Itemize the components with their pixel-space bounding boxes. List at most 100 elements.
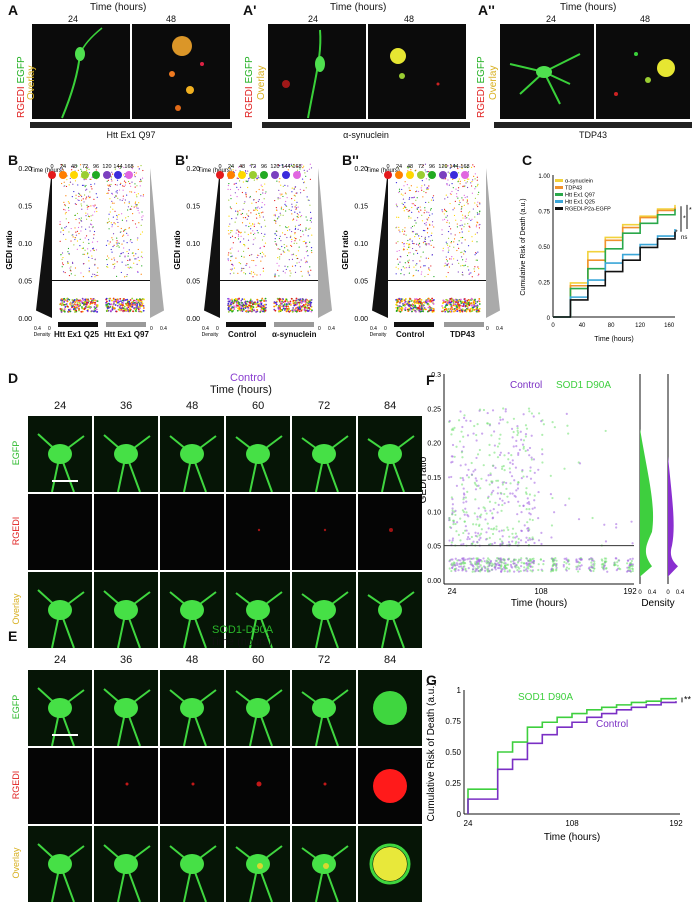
b-dot bbox=[404, 201, 406, 204]
b-dot bbox=[261, 206, 263, 208]
c-legend-swatch bbox=[555, 179, 563, 182]
c-legend-swatch bbox=[555, 193, 563, 196]
f-dot bbox=[462, 565, 465, 568]
b-dot bbox=[243, 202, 245, 205]
b-dot bbox=[87, 213, 89, 215]
time-a-24: 24 bbox=[68, 14, 79, 24]
f-dot bbox=[533, 506, 536, 509]
b-ytick: 0.20 bbox=[354, 166, 368, 173]
f-dot bbox=[481, 432, 484, 435]
f-dot bbox=[460, 430, 463, 433]
b-density-left bbox=[36, 168, 52, 318]
b-dot bbox=[292, 253, 295, 255]
b-dot bbox=[136, 204, 138, 206]
b-dot bbox=[281, 245, 283, 248]
b-dot bbox=[252, 271, 255, 273]
b-dot bbox=[458, 240, 460, 242]
b-dot bbox=[290, 241, 293, 243]
b-dot bbox=[403, 245, 405, 247]
b-dot bbox=[250, 232, 252, 234]
b-dot-low bbox=[263, 300, 266, 303]
f-dot bbox=[511, 492, 514, 495]
f-dot bbox=[532, 561, 535, 564]
b-legend-dot bbox=[461, 171, 469, 179]
f-dot bbox=[562, 563, 565, 567]
b-dot bbox=[279, 212, 281, 214]
b-dot-low bbox=[81, 306, 83, 308]
b-dot bbox=[233, 272, 235, 274]
b-dot-low bbox=[476, 304, 479, 307]
b-dot-low bbox=[142, 307, 145, 309]
b-dot bbox=[448, 225, 450, 228]
b-dot-low bbox=[105, 297, 108, 300]
b-dot bbox=[127, 259, 129, 262]
f-dot bbox=[477, 532, 480, 535]
b-dot bbox=[460, 219, 462, 222]
b-dot bbox=[295, 207, 298, 209]
panel-label-e: E bbox=[8, 628, 18, 644]
b-dot-low bbox=[306, 299, 309, 301]
b-dot-low bbox=[231, 301, 233, 304]
b-dot bbox=[134, 176, 136, 178]
b-legend-time: 48 bbox=[239, 164, 245, 170]
b-dot-low bbox=[142, 305, 145, 307]
b-dot bbox=[95, 208, 97, 210]
b-dot bbox=[426, 218, 428, 220]
b-dot bbox=[124, 202, 126, 204]
b-dot bbox=[107, 192, 109, 194]
b-dot bbox=[476, 212, 478, 214]
b-dot bbox=[291, 203, 293, 205]
b-dot bbox=[458, 247, 460, 249]
b-dot bbox=[241, 191, 243, 194]
f-dot bbox=[494, 566, 497, 569]
neurite bbox=[103, 688, 151, 746]
b-dot bbox=[89, 178, 91, 180]
b-dot-low bbox=[278, 299, 281, 302]
f-dot bbox=[528, 559, 532, 562]
f-dot bbox=[465, 474, 469, 477]
b-dot-low bbox=[136, 298, 139, 301]
soma bbox=[114, 600, 138, 620]
b-dot bbox=[472, 208, 474, 210]
b-dot bbox=[476, 213, 479, 215]
b-dot bbox=[290, 209, 292, 211]
f-dot bbox=[454, 569, 457, 573]
f-dot bbox=[551, 496, 554, 500]
b-dot bbox=[249, 272, 251, 274]
b-dot bbox=[81, 170, 83, 172]
b-dot bbox=[260, 260, 262, 262]
b-dot bbox=[227, 188, 229, 190]
b-dot-low bbox=[256, 298, 259, 301]
b-dot bbox=[291, 238, 293, 241]
b-dot bbox=[446, 263, 448, 265]
f-dot bbox=[508, 570, 511, 573]
micrograph-cell bbox=[28, 494, 92, 570]
f-dot bbox=[629, 570, 632, 573]
f-dot bbox=[492, 489, 495, 492]
b-dot bbox=[261, 256, 263, 258]
g-series-line bbox=[467, 697, 677, 814]
b-dot bbox=[237, 214, 239, 216]
b-dot-low bbox=[456, 310, 459, 313]
b-dot bbox=[279, 193, 281, 195]
f-dot bbox=[539, 558, 542, 561]
b-dot-low bbox=[80, 310, 83, 313]
b-dot bbox=[243, 256, 245, 258]
b-legend-dot bbox=[406, 171, 414, 179]
b-ytick: 0.05 bbox=[186, 279, 200, 286]
b-dot-low bbox=[402, 303, 404, 305]
b-dot bbox=[424, 230, 426, 232]
b-dot-low bbox=[287, 301, 290, 304]
b-dot bbox=[60, 164, 63, 166]
f-dot bbox=[533, 481, 536, 484]
f-dot bbox=[542, 563, 545, 566]
b-dot bbox=[82, 275, 85, 278]
b-dot bbox=[244, 231, 246, 233]
f-dot bbox=[476, 453, 480, 456]
f-dot bbox=[515, 445, 518, 448]
b-dot bbox=[281, 164, 283, 166]
f-dot bbox=[529, 466, 532, 469]
b-dot bbox=[466, 200, 469, 202]
b-dot bbox=[276, 180, 278, 182]
